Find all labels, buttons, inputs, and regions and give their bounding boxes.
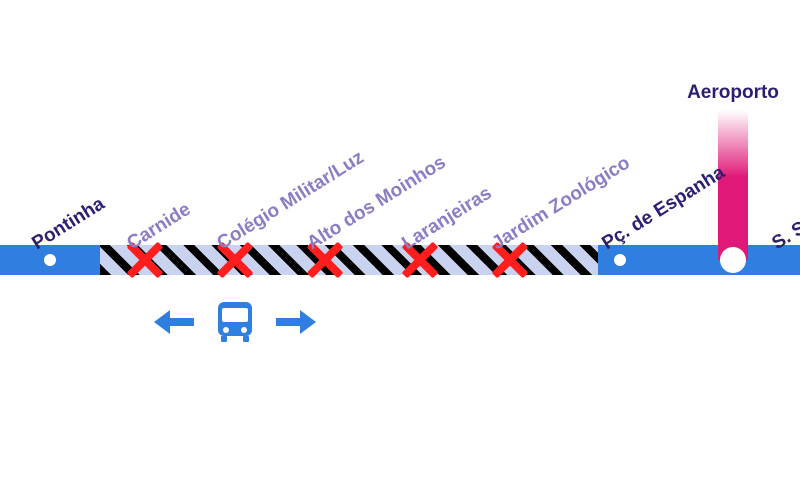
arrow-right-icon [272, 306, 320, 338]
interchange-marker [720, 247, 746, 273]
bus-replacement-row [150, 300, 320, 344]
transit-diagram: AeroportonelosPontinhaCarnideColégio Mil… [0, 0, 800, 500]
branch-aeroporto [718, 110, 748, 260]
station-label: Colégio Militar/Luz [213, 147, 368, 255]
arrow-left-icon [150, 306, 198, 338]
branch-label: Aeroporto [678, 82, 788, 104]
line-segment-closed [100, 245, 598, 275]
bus-icon [212, 300, 258, 344]
